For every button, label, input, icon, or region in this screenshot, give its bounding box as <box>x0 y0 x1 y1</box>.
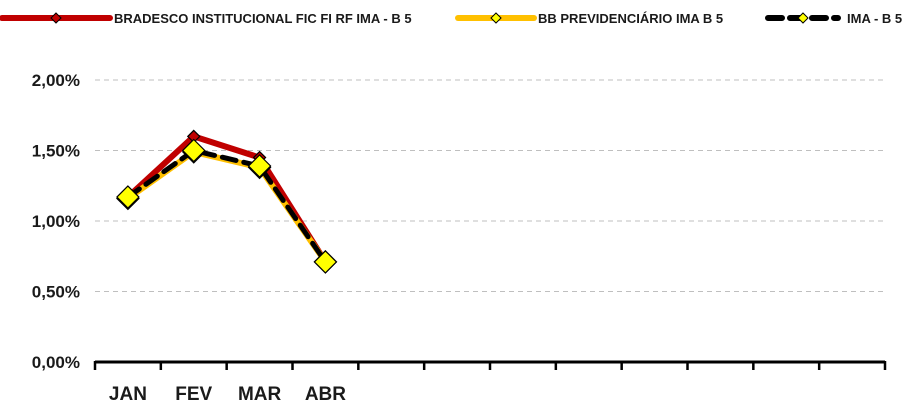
x-tick-label: FEV <box>175 384 212 405</box>
y-tick-label: 0,50% <box>32 283 80 302</box>
series-line <box>124 133 329 265</box>
legend-marker <box>490 12 502 24</box>
series-3 <box>116 138 338 274</box>
legend-entry: BRADESCO INSTITUCIONAL FIC FI RF IMA - B… <box>0 11 412 26</box>
series-1 <box>121 129 333 269</box>
legend-entry: BB PREVIDENCIÁRIO IMA B 5 <box>455 11 723 26</box>
legend-entry: IMA - B 5 <box>765 11 902 26</box>
gridlines <box>95 79 885 292</box>
legend-marker <box>797 12 809 24</box>
y-tick-label: 1,50% <box>32 142 80 161</box>
data-point <box>247 154 272 178</box>
y-tick-label: 1,00% <box>32 212 80 231</box>
x-tick-label: ABR <box>305 384 346 405</box>
legend-label: IMA - B 5 <box>847 11 902 26</box>
legend-marker <box>50 12 62 24</box>
y-tick-label: 0,00% <box>32 353 80 372</box>
data-point <box>116 185 140 209</box>
x-axis <box>93 360 887 370</box>
series-line <box>125 148 328 265</box>
legend: BRADESCO INSTITUCIONAL FIC FI RF IMA - B… <box>0 11 902 26</box>
legend-label: BRADESCO INSTITUCIONAL FIC FI RF IMA - B… <box>114 11 412 26</box>
data-point <box>181 138 206 163</box>
x-tick-label: JAN <box>109 384 147 405</box>
y-tick-label: 2,00% <box>32 71 80 90</box>
x-tick-label: MAR <box>238 384 282 405</box>
series-lines <box>116 129 338 274</box>
legend-label: BB PREVIDENCIÁRIO IMA B 5 <box>538 11 723 26</box>
data-point <box>313 250 338 274</box>
x-axis-ticks: JAN FEV MAR ABR <box>109 384 346 405</box>
y-axis-ticks: 0,00% 0,50% 1,00% 1,50% 2,00% <box>32 71 80 372</box>
